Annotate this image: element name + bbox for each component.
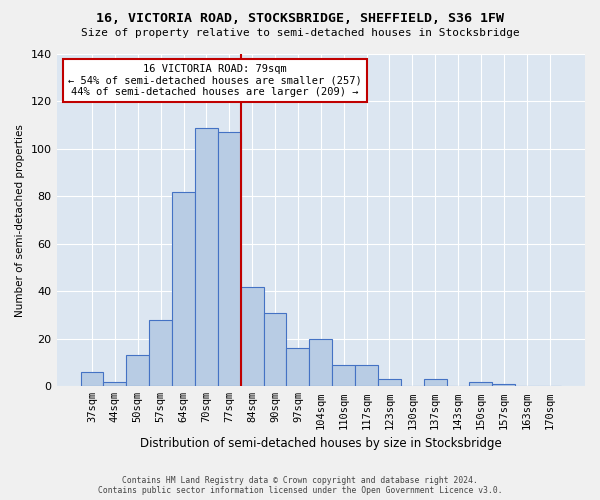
Bar — [286, 348, 310, 387]
Bar — [332, 365, 355, 386]
Bar — [172, 192, 195, 386]
Bar — [241, 286, 263, 386]
Bar — [103, 382, 127, 386]
Bar — [424, 379, 446, 386]
Bar — [493, 384, 515, 386]
Bar — [469, 382, 493, 386]
Bar — [149, 320, 172, 386]
Bar — [378, 379, 401, 386]
Bar — [195, 128, 218, 386]
Bar — [355, 365, 378, 386]
Text: 16 VICTORIA ROAD: 79sqm
← 54% of semi-detached houses are smaller (257)
44% of s: 16 VICTORIA ROAD: 79sqm ← 54% of semi-de… — [68, 64, 362, 97]
Bar — [127, 356, 149, 386]
Bar — [80, 372, 103, 386]
X-axis label: Distribution of semi-detached houses by size in Stocksbridge: Distribution of semi-detached houses by … — [140, 437, 502, 450]
Text: Contains HM Land Registry data © Crown copyright and database right 2024.
Contai: Contains HM Land Registry data © Crown c… — [98, 476, 502, 495]
Bar — [218, 132, 241, 386]
Text: Size of property relative to semi-detached houses in Stocksbridge: Size of property relative to semi-detach… — [80, 28, 520, 38]
Text: 16, VICTORIA ROAD, STOCKSBRIDGE, SHEFFIELD, S36 1FW: 16, VICTORIA ROAD, STOCKSBRIDGE, SHEFFIE… — [96, 12, 504, 26]
Y-axis label: Number of semi-detached properties: Number of semi-detached properties — [15, 124, 25, 316]
Bar — [263, 312, 286, 386]
Bar — [310, 339, 332, 386]
